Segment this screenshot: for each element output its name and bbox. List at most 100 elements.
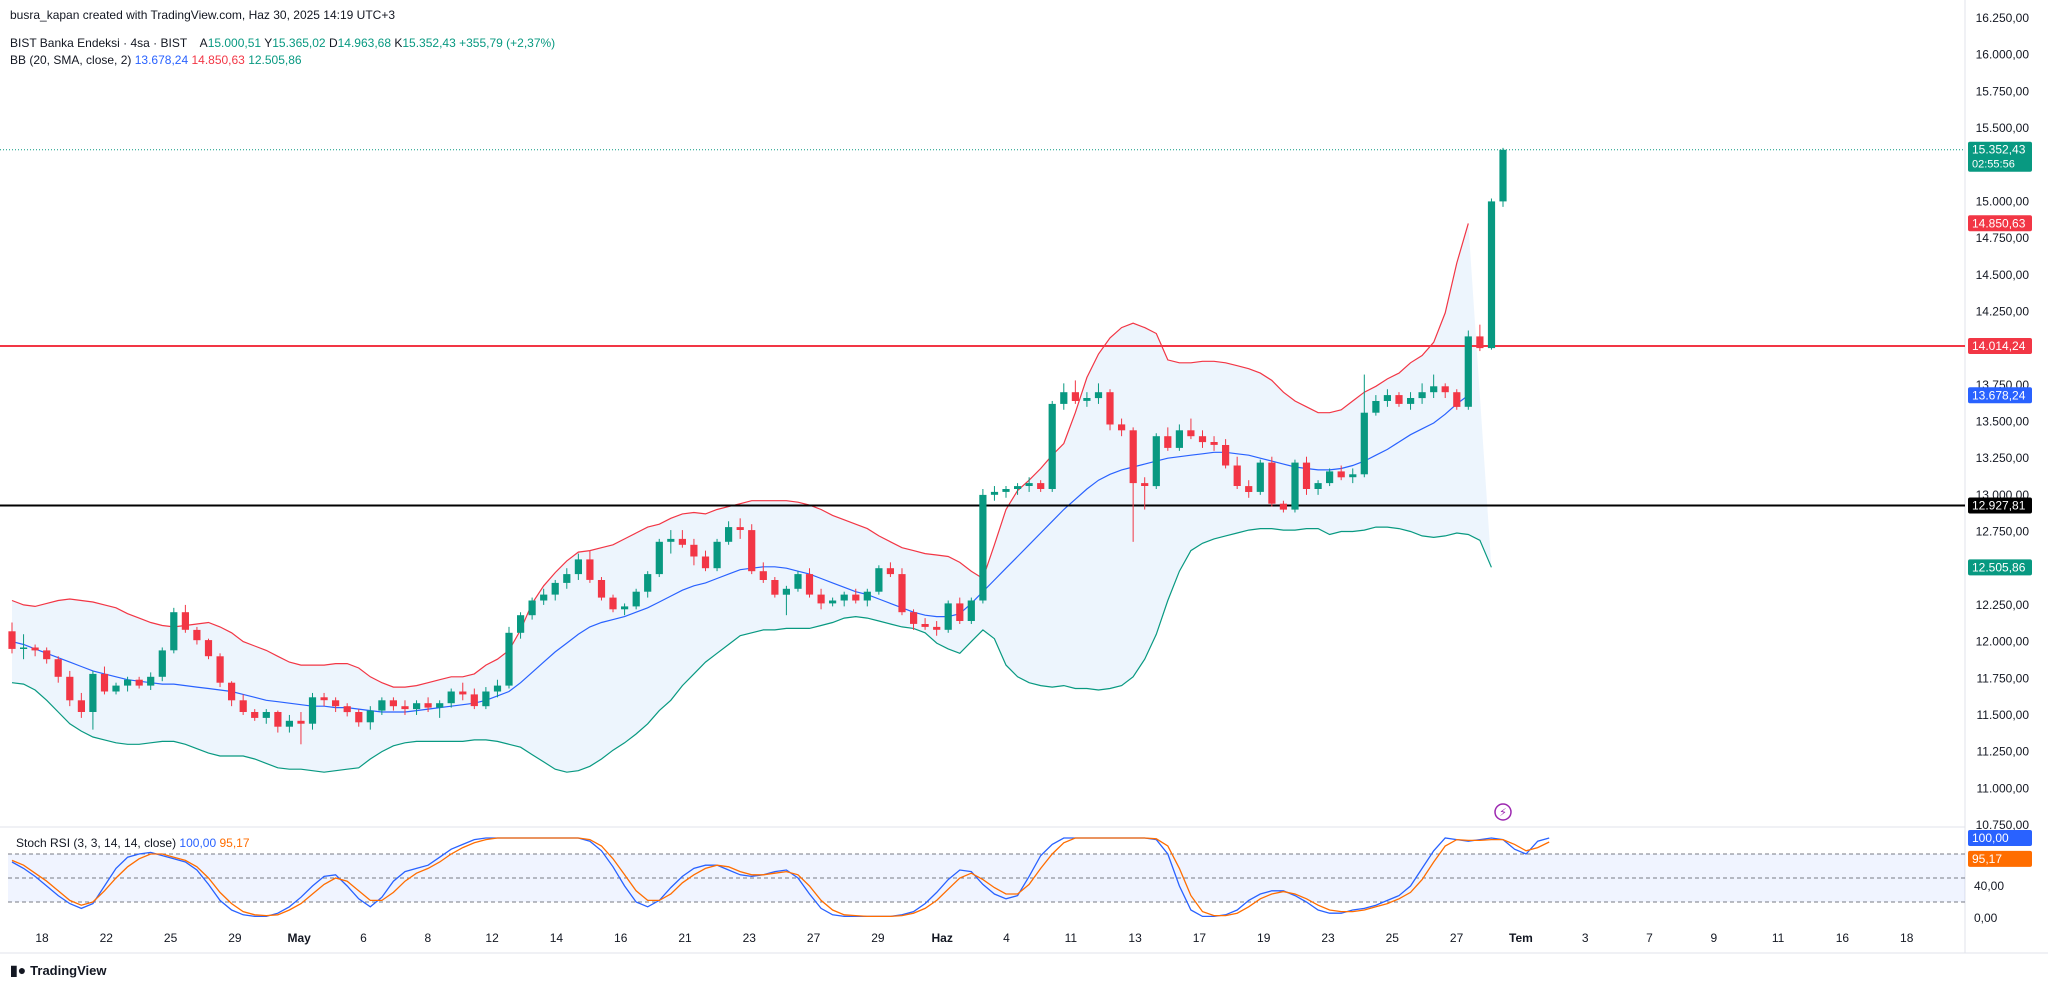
candle-body <box>1025 483 1033 486</box>
price-tick-label: 15.000,00 <box>1976 194 2030 208</box>
stoch-d-badge-label: 95,17 <box>1972 852 2002 866</box>
time-tick-label: 23 <box>743 931 757 945</box>
candle-body <box>1187 430 1195 437</box>
candle-body <box>632 591 640 607</box>
time-tick-label: Tem <box>1509 931 1533 945</box>
close-label: K <box>394 36 403 50</box>
candle-body <box>8 631 16 649</box>
candle-body <box>528 600 536 616</box>
candle-body <box>89 673 97 712</box>
candle-body <box>66 676 74 701</box>
last-price-badge-label: 15.352,43 <box>1972 143 2026 157</box>
candle-body <box>1129 430 1137 484</box>
attribution: busra_kapan created with TradingView.com… <box>10 8 396 22</box>
high-value: 15.365,02 <box>272 36 326 50</box>
time-tick-label: 4 <box>1003 931 1010 945</box>
candle-body <box>447 691 455 704</box>
candle-body <box>597 580 606 598</box>
resistance-badge <box>1968 338 2032 354</box>
tradingview-logo[interactable]: ▮● TradingView <box>10 962 107 979</box>
lightning-icon <box>1494 803 1512 821</box>
lightning-icon-glyph: ⚡ <box>1499 806 1507 819</box>
time-tick-label: 21 <box>678 931 692 945</box>
candle-body <box>736 527 744 530</box>
bb-basis-badge <box>1968 387 2032 404</box>
bb-upper-value: 14.850,63 <box>191 53 245 67</box>
candle-body <box>355 712 363 723</box>
time-tick-label: 19 <box>1257 931 1271 945</box>
candle-body <box>124 679 132 686</box>
candle-body <box>285 720 293 727</box>
stoch-tick-label: 0,00 <box>1974 911 1998 925</box>
candle-body <box>771 580 779 595</box>
candle-body <box>274 712 282 727</box>
candle-body <box>1106 392 1114 425</box>
price-tick-label: 15.750,00 <box>1976 84 2030 98</box>
candle-body <box>1152 436 1160 487</box>
bb-lower-badge <box>1968 559 2032 576</box>
support-badge-label: 12.927,81 <box>1972 499 2026 513</box>
candle-body <box>1210 442 1218 445</box>
candle-body <box>1302 462 1311 489</box>
price-tick-label: 11.000,00 <box>1977 781 2030 795</box>
candle-body <box>1476 336 1484 349</box>
candle-body <box>840 594 848 601</box>
stoch-title[interactable]: Stoch RSI (3, 3, 14, 14, close) <box>16 836 177 850</box>
candle-body <box>748 530 756 572</box>
candle-body <box>1453 392 1461 407</box>
bb-lower-value: 12.505,86 <box>248 53 302 67</box>
candle-body <box>216 656 224 683</box>
candle-body <box>181 612 189 630</box>
open-value: 15.000,51 <box>207 36 262 50</box>
tradingview-brand: TradingView <box>30 963 107 978</box>
stoch-d-line <box>11 837 1550 918</box>
candle-body <box>1083 398 1091 401</box>
candle-body <box>1256 462 1264 492</box>
bb-basis-badge-label: 13.678,24 <box>1972 388 2026 402</box>
time-tick-label: 6 <box>360 931 367 945</box>
candle-body <box>297 720 305 724</box>
bb-upper-badge-label: 14.850,63 <box>1972 216 2026 230</box>
candle-body <box>1372 401 1380 413</box>
price-tick-label: 13.500,00 <box>1976 415 2030 429</box>
candle-body <box>389 700 397 707</box>
candle-body <box>713 541 721 569</box>
candle-body <box>251 712 259 718</box>
candle-body <box>1395 395 1403 404</box>
low-value: 14.963,68 <box>337 36 392 50</box>
candle-body <box>228 682 236 701</box>
candle-body <box>805 574 814 595</box>
candle-body <box>147 676 155 686</box>
bb-basis-value: 13.678,24 <box>134 53 189 67</box>
time-tick-label: 22 <box>100 931 114 945</box>
bb-title[interactable]: BB (20, SMA, close, 2) <box>10 53 132 67</box>
candle-body <box>1349 474 1357 478</box>
candle-body <box>921 624 929 627</box>
candle-body <box>956 603 964 621</box>
time-tick-label: May <box>288 931 312 945</box>
price-tick-label: 10.750,00 <box>1976 818 2030 832</box>
symbol-title[interactable]: BIST Banka Endeksi · 4sa · BIST <box>10 36 187 50</box>
candle-body <box>898 574 906 613</box>
candle-body <box>262 712 270 718</box>
candle-body <box>413 703 421 710</box>
time-tick-label: 13 <box>1128 931 1142 945</box>
stoch-k-value: 100,00 <box>179 836 217 850</box>
time-tick-label: 3 <box>1582 931 1589 945</box>
candle-body <box>1418 392 1426 399</box>
bb-band-fill <box>12 223 1492 773</box>
price-tick-label: 11.500,00 <box>1977 708 2030 722</box>
symbol-legend: BIST Banka Endeksi · 4sa · BIST A15.000,… <box>10 36 555 50</box>
candle-body <box>609 597 617 610</box>
candle-body <box>852 594 860 601</box>
candle-body <box>1279 503 1287 510</box>
candle-body <box>343 706 351 713</box>
candle-body <box>1175 430 1183 448</box>
candle-body <box>1164 436 1172 448</box>
candle-body <box>863 591 871 601</box>
candle-body <box>644 574 652 592</box>
candle-body <box>586 559 594 580</box>
time-tick-label: 29 <box>871 931 885 945</box>
candle-body <box>690 544 698 557</box>
